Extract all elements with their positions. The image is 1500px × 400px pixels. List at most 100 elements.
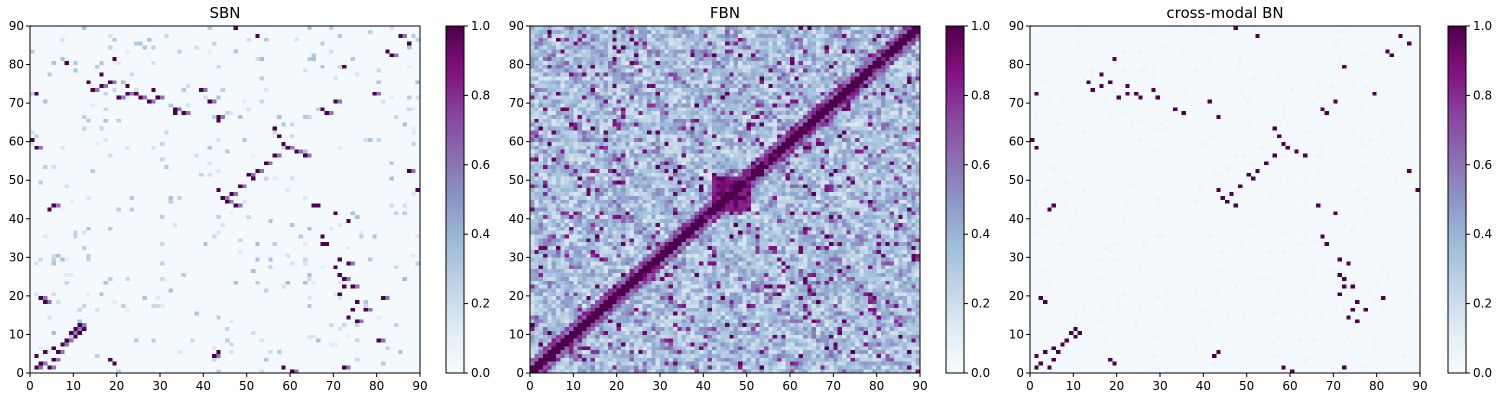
heatmap-cell <box>221 253 226 257</box>
heatmap-cell <box>112 119 117 123</box>
heatmap-cell <box>221 311 226 315</box>
heatmap-cell <box>212 346 217 350</box>
heatmap-cell <box>251 365 256 369</box>
heatmap-cell <box>216 34 221 38</box>
heatmap-cell <box>264 84 269 88</box>
heatmap-cell <box>134 250 139 254</box>
heatmap-cell <box>86 138 91 142</box>
heatmap-cell <box>195 304 200 308</box>
heatmap-cell <box>208 45 213 49</box>
heatmap-cell <box>99 296 104 300</box>
heatmap-cell <box>268 215 273 219</box>
heatmap-cell <box>177 107 182 111</box>
heatmap-cell <box>151 92 156 96</box>
heatmap-cell <box>147 334 152 338</box>
heatmap-cell <box>82 45 87 49</box>
heatmap-cell <box>43 331 48 335</box>
heatmap-cell <box>229 331 234 335</box>
heatmap-cell <box>78 269 83 273</box>
heatmap-cell <box>69 346 74 350</box>
heatmap-cell <box>39 95 44 99</box>
heatmap-cell <box>212 334 217 338</box>
heatmap-cell <box>238 65 243 69</box>
heatmap-cell <box>160 146 165 150</box>
heatmap-cell <box>138 99 143 103</box>
heatmap-cell <box>260 265 265 269</box>
heatmap-cell <box>39 45 44 49</box>
heatmap-cell <box>60 84 65 88</box>
heatmap-cell <box>212 311 217 315</box>
heatmap-cell <box>186 273 191 277</box>
heatmap-cell <box>260 230 265 234</box>
heatmap-cell <box>43 269 48 273</box>
heatmap-cell <box>78 161 83 165</box>
heatmap-cell <box>268 334 273 338</box>
heatmap-cell <box>186 126 191 130</box>
heatmap-cell <box>56 354 61 358</box>
heatmap-cell <box>173 61 178 65</box>
heatmap-cell <box>60 253 65 257</box>
heatmap-cell <box>151 223 156 227</box>
heatmap-cell <box>125 107 130 111</box>
heatmap-cell <box>242 80 247 84</box>
heatmap-cell <box>238 234 243 238</box>
heatmap-cell <box>65 84 70 88</box>
heatmap-cell <box>82 169 87 173</box>
heatmap-cell <box>242 157 247 161</box>
heatmap-cell <box>177 65 182 69</box>
heatmap-cell <box>182 207 187 211</box>
heatmap-cell <box>78 153 83 157</box>
heatmap-cell <box>147 134 152 138</box>
heatmap-cell <box>39 277 44 281</box>
heatmap-cell <box>247 157 252 161</box>
heatmap-cell <box>203 65 208 69</box>
heatmap-cell <box>260 30 265 34</box>
heatmap-cell <box>160 130 165 134</box>
heatmap-cell <box>195 45 200 49</box>
heatmap-cell <box>52 84 57 88</box>
heatmap-cell <box>173 161 178 165</box>
heatmap-cell <box>108 184 113 188</box>
heatmap-cell <box>190 192 195 196</box>
heatmap-cell <box>164 226 169 230</box>
heatmap-cell <box>86 72 91 76</box>
heatmap-cell <box>212 161 217 165</box>
heatmap-cell <box>134 84 139 88</box>
heatmap-cell <box>52 300 57 304</box>
heatmap-cell <box>199 161 204 165</box>
heatmap-cell <box>34 211 39 215</box>
heatmap-cell <box>121 38 126 42</box>
heatmap-cell <box>190 68 195 72</box>
heatmap-cell <box>251 307 256 311</box>
heatmap-cell <box>65 200 70 204</box>
heatmap-cell <box>112 226 117 230</box>
heatmap-cell <box>39 257 44 261</box>
heatmap-cell <box>242 188 247 192</box>
heatmap-cell <box>121 122 126 126</box>
heatmap-cell <box>147 161 152 165</box>
heatmap-cell <box>143 269 148 273</box>
heatmap-cell <box>264 188 269 192</box>
heatmap-cell <box>195 53 200 57</box>
heatmap-cell <box>221 319 226 323</box>
heatmap-cell <box>169 88 174 92</box>
heatmap-cell <box>151 238 156 242</box>
heatmap-cell <box>225 176 230 180</box>
heatmap-cell <box>216 230 221 234</box>
heatmap-cell <box>238 338 243 342</box>
heatmap-cell <box>138 196 143 200</box>
heatmap-cell <box>203 119 208 123</box>
heatmap-cell <box>134 119 139 123</box>
heatmap-cell <box>56 334 61 338</box>
heatmap-cell <box>108 319 113 323</box>
heatmap-cell <box>82 361 87 365</box>
heatmap-cell <box>82 307 87 311</box>
heatmap-cell <box>130 99 135 103</box>
heatmap-cell <box>195 161 200 165</box>
heatmap-cell <box>260 334 265 338</box>
heatmap-cell <box>91 277 96 281</box>
heatmap-cell <box>238 88 243 92</box>
heatmap-cell <box>160 176 165 180</box>
heatmap-cell <box>203 277 208 281</box>
heatmap-cell <box>190 119 195 123</box>
